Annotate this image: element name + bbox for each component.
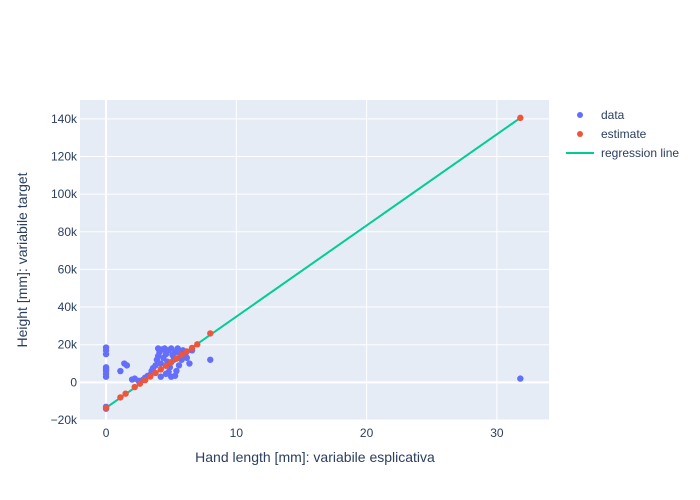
point-estimate	[194, 341, 201, 348]
point-estimate	[147, 373, 154, 380]
legend-marker-data	[577, 112, 583, 118]
point-estimate	[183, 348, 191, 355]
x-tick-label: 20	[360, 426, 374, 440]
y-tick-label: 40k	[58, 300, 78, 314]
point-data	[517, 375, 524, 382]
point-data	[175, 362, 183, 369]
point-estimate	[167, 359, 175, 366]
point-data	[165, 368, 172, 376]
point-data	[157, 373, 164, 380]
legend-label-data: data	[601, 108, 625, 122]
y-tick-label: 0	[70, 375, 77, 389]
point-data	[183, 354, 191, 362]
point-data	[117, 367, 124, 375]
x-tick-label: 30	[490, 426, 504, 440]
point-data	[174, 345, 181, 352]
point-estimate	[173, 355, 180, 362]
y-tick-label: 20k	[58, 338, 78, 352]
legend-label-regression-line: regression line	[601, 146, 679, 160]
point-estimate	[152, 369, 159, 377]
point-estimate	[162, 362, 170, 369]
point-estimate	[122, 390, 129, 397]
point-data	[123, 362, 131, 369]
point-estimate	[178, 351, 185, 359]
point-estimate	[102, 404, 110, 411]
grid-lines	[80, 100, 549, 421]
point-estimate	[117, 394, 124, 401]
point-data	[157, 360, 164, 367]
point-estimate	[188, 344, 196, 352]
legend-marker-estimate	[577, 131, 583, 137]
point-estimate	[207, 330, 214, 337]
point-data	[186, 360, 193, 367]
point-estimate	[157, 366, 164, 373]
y-tick-label: 80k	[58, 225, 78, 239]
y-tick-label: 120k	[51, 149, 78, 163]
y-tick-label: 140k	[51, 112, 78, 126]
y-axis-title: Height [mm]: variabile target	[14, 172, 30, 347]
legend-item-data[interactable]: data	[577, 108, 625, 122]
point-data	[207, 356, 214, 363]
legend-item-estimate[interactable]: estimate	[577, 127, 647, 141]
legend-item-regression-line[interactable]: regression line	[566, 146, 679, 160]
y-tick-label: 100k	[51, 187, 78, 201]
point-estimate	[141, 376, 149, 384]
x-tick-label: 0	[103, 426, 110, 440]
legend-label-estimate: estimate	[601, 127, 647, 141]
x-axis-title: Hand length [mm]: variabile esplicativa	[195, 449, 435, 465]
series-layer	[102, 114, 524, 412]
point-estimate	[136, 380, 144, 387]
point-data	[171, 372, 179, 379]
point-estimate	[131, 383, 138, 391]
legend[interactable]: data estimate regression line	[566, 108, 679, 160]
tick-labels: 0 10 20 30 −20k 0 20k 40k 60k 80k 100k 120k 140k	[51, 112, 504, 440]
point-data	[102, 373, 110, 380]
point-estimate	[517, 114, 524, 122]
point-data	[152, 362, 159, 369]
y-tick-label: 60k	[58, 262, 78, 276]
point-data	[102, 350, 110, 358]
y-tick-label: −20k	[51, 413, 78, 427]
x-tick-label: 10	[230, 426, 244, 440]
